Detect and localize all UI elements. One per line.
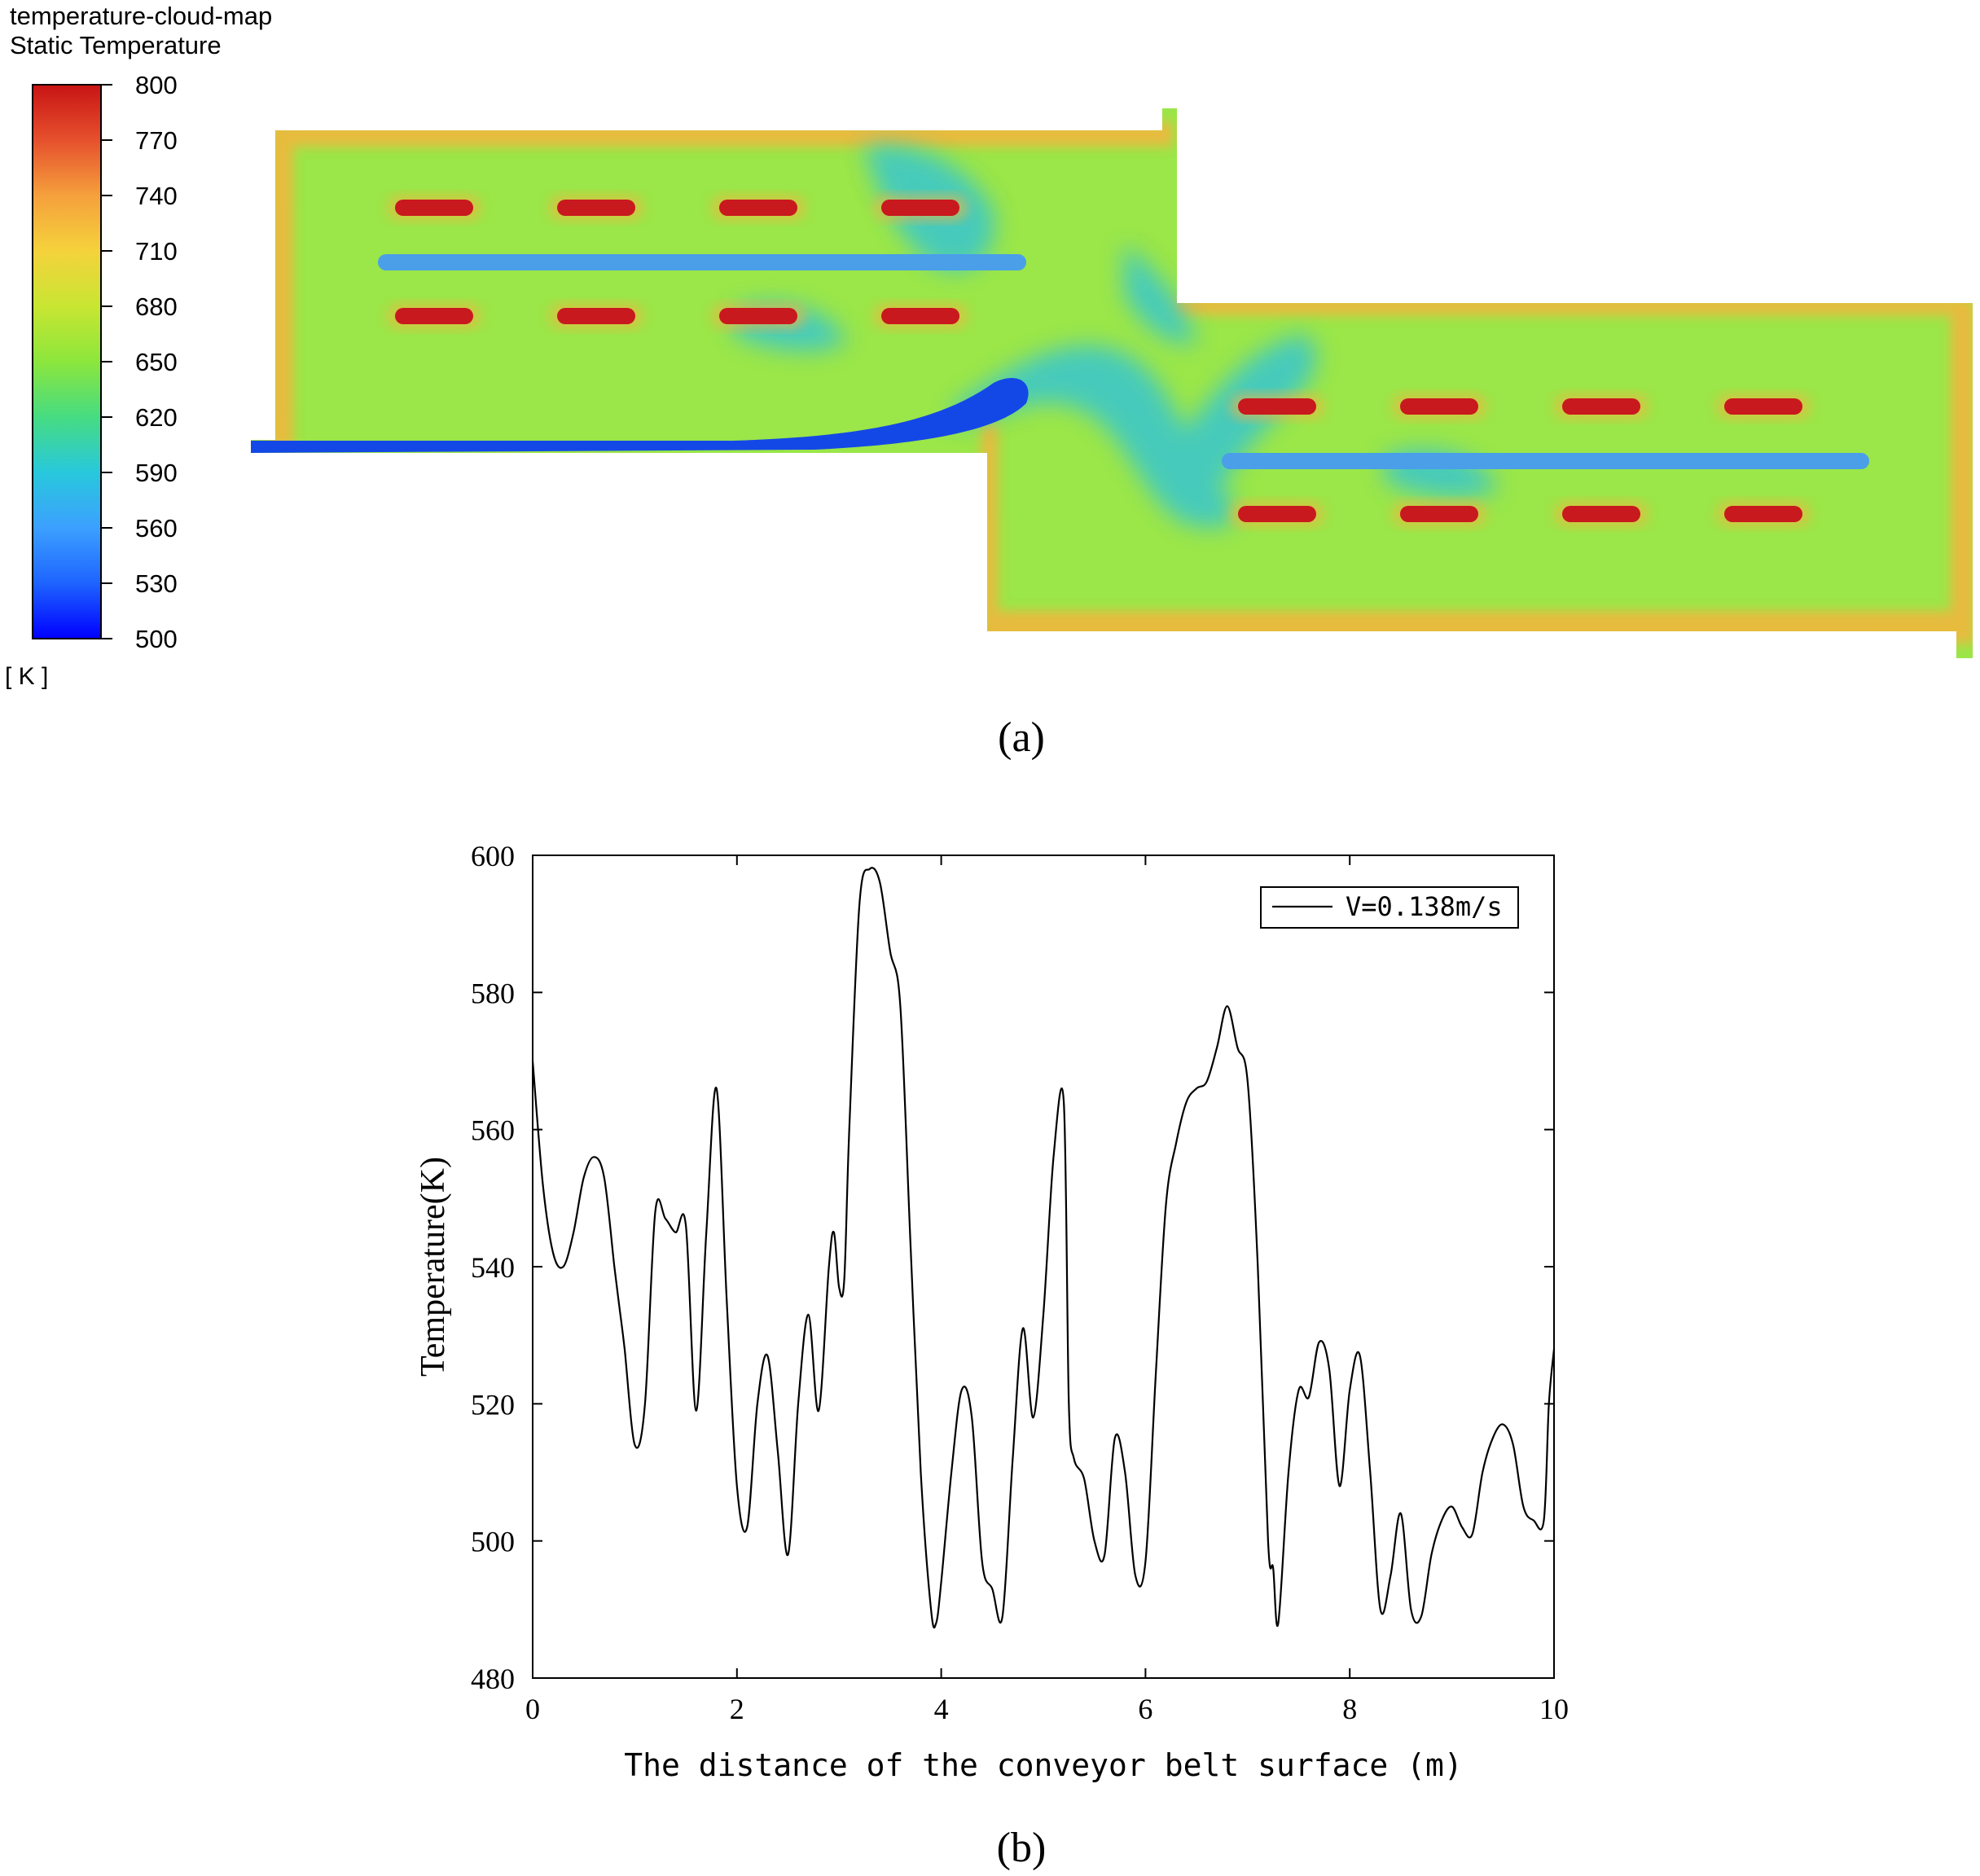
panel-b: 0 2 4 6 8 10 480 500 520 540 560 580 600 V=0.138m/s… — [415, 840, 1569, 1871]
colorbar-tick-label: 710 — [135, 237, 178, 266]
heater-rod — [557, 200, 635, 216]
heater-rod — [1400, 398, 1478, 415]
inlet-jet — [251, 378, 1029, 453]
x-tick-label: 2 — [730, 1693, 744, 1725]
x-axis-ticks: 0 2 4 6 8 10 — [525, 855, 1569, 1725]
heater-rod — [1562, 506, 1640, 522]
colorbar-tick-label: 770 — [135, 126, 178, 155]
y-tick-label: 520 — [471, 1388, 515, 1421]
heater-rods — [387, 195, 1811, 527]
colorbar-tick-label: 590 — [135, 459, 178, 487]
y-tick-label: 500 — [471, 1526, 515, 1558]
colorbar-tick-label: 560 — [135, 514, 178, 543]
colorbar-tick-label: 500 — [135, 625, 178, 653]
heater-rod — [1400, 506, 1478, 522]
caption-a: (a) — [998, 714, 1045, 761]
colorbar-tick-label: 680 — [135, 292, 178, 321]
legend-box — [1260, 886, 1519, 929]
colormap-subtitle: Static Temperature — [10, 31, 222, 59]
heater-rod — [557, 308, 635, 324]
heater-rod — [1238, 506, 1316, 522]
colorbar-tick-label: 800 — [135, 71, 178, 99]
heater-rod — [1724, 398, 1802, 415]
y-axis-label: Temperature(K) — [415, 1157, 452, 1377]
heater-rod — [1724, 506, 1802, 522]
colorbar-tick-label: 740 — [135, 182, 178, 210]
heater-rod — [719, 200, 797, 216]
x-tick-label: 0 — [525, 1693, 540, 1725]
heater-rod — [1238, 398, 1316, 415]
heater-rod — [881, 200, 959, 216]
colorbar-unit: [ K ] — [5, 663, 48, 690]
legend-label: V=0.138m/s — [1346, 891, 1503, 922]
colorbar-tick-label: 620 — [135, 403, 178, 432]
x-axis-label: The distance of the conveyor belt surfac… — [624, 1747, 1463, 1783]
heater-rod — [395, 200, 473, 216]
colorbar-tick-label: 530 — [135, 569, 178, 598]
colormap-title: temperature-cloud-map — [10, 2, 272, 30]
temperature-field — [251, 108, 1973, 658]
y-tick-label: 540 — [471, 1251, 515, 1284]
heater-rod — [719, 308, 797, 324]
y-tick-label: 600 — [471, 840, 515, 872]
panel-a: temperature-cloud-map Static Temperature… — [5, 2, 1973, 761]
colorbar-ticks: 800 770 740 710 680 650 620 590 560 530 500 — [101, 71, 178, 653]
legend: V=0.138m/s — [1260, 886, 1519, 929]
y-tick-label: 480 — [471, 1663, 515, 1695]
conveyor-belt-upper — [378, 254, 1026, 270]
colorbar-tick-label: 650 — [135, 348, 178, 376]
y-tick-label: 560 — [471, 1114, 515, 1147]
x-tick-label: 4 — [934, 1693, 949, 1725]
conveyor-belt-lower — [1222, 453, 1869, 469]
y-tick-label: 580 — [471, 977, 515, 1009]
heater-rod — [395, 308, 473, 324]
x-tick-label: 8 — [1342, 1693, 1357, 1725]
plot-frame — [532, 855, 1555, 1679]
heater-rod — [881, 308, 959, 324]
series-line-v0138 — [531, 867, 1556, 1629]
x-tick-label: 6 — [1138, 1693, 1152, 1725]
heater-rod — [1562, 398, 1640, 415]
caption-b: (b) — [997, 1825, 1047, 1871]
x-tick-label: 10 — [1539, 1693, 1569, 1725]
colorbar — [32, 84, 102, 639]
